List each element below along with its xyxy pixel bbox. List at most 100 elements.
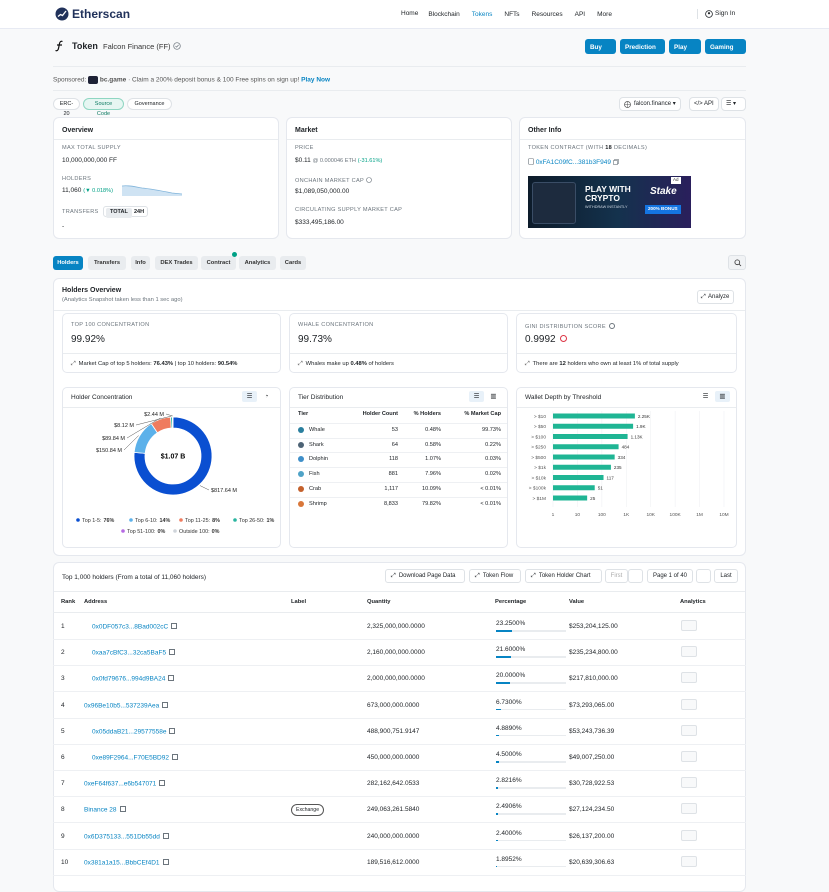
api-button[interactable]: </> API [689, 97, 719, 111]
toggle-option[interactable]: TOTAL [106, 208, 132, 218]
holders: 11,060 (▼ 0.018%) [62, 187, 113, 195]
analytics-button[interactable] [681, 855, 697, 867]
analytics-button[interactable] [681, 803, 697, 815]
pager-button[interactable]: Last [714, 569, 738, 583]
note-icon: ⤢ [298, 361, 303, 367]
tab[interactable]: Cards [280, 256, 306, 270]
tab[interactable]: Analytics [239, 256, 276, 270]
ad-banner[interactable]: PLAY WITH CRYPTO WITHDRAW INSTANTLY Stak… [528, 176, 691, 228]
tab[interactable]: Holders [53, 256, 83, 270]
tag[interactable]: Governance [127, 98, 172, 110]
pager-button[interactable] [696, 569, 711, 583]
cell: Fish [309, 471, 320, 478]
concentration-box: Holder Concentration ☰ ◔ $817.64 M $150.8… [62, 387, 281, 548]
address[interactable]: 0x381a1a15...BbbCEf4D1 [84, 858, 169, 866]
header-button[interactable]: Buy [585, 39, 616, 54]
analytics-button[interactable] [681, 646, 697, 658]
menu-item[interactable]: Blockchain [428, 11, 461, 19]
tag[interactable]: Source Code [83, 98, 124, 117]
bar [553, 454, 615, 460]
tab[interactable]: DEX Trades [155, 256, 198, 270]
address[interactable]: 0xaa7cBfC3...32ca5BaF5 [92, 649, 176, 657]
tab[interactable]: Info [131, 256, 150, 270]
bar [553, 444, 619, 450]
stat-number: 99.92% [71, 334, 105, 345]
y-tick-label: > $50 [534, 424, 546, 430]
toolbar-button[interactable]: ⤢ Download Page Data [385, 569, 465, 583]
toggle-option[interactable]: 24H [134, 209, 145, 215]
address[interactable]: 0xeF64f637...e6b547071 [84, 780, 166, 788]
pager-button[interactable]: First [605, 569, 628, 583]
tab[interactable]: Contract [201, 256, 236, 270]
tag[interactable]: ERC-20 [53, 98, 80, 117]
menu-label: Home [401, 10, 419, 17]
analytics-button[interactable] [681, 698, 697, 710]
button-icon: ⤢ [475, 573, 480, 579]
contract-address[interactable]: 0xFA1C09fC...381b3F949 [528, 158, 619, 167]
row-divider [53, 665, 746, 667]
analytics-button[interactable] [681, 751, 697, 762]
globe-icon [624, 101, 631, 108]
menu-item[interactable]: Resources [532, 11, 565, 19]
cell: Shrimp [309, 500, 327, 507]
cell: 10.09% [422, 485, 441, 492]
sponsor-link[interactable]: Play Now [301, 76, 331, 84]
menu-item[interactable]: Tokens [472, 11, 495, 19]
price: $0.11 [295, 157, 311, 164]
cell: < 0.01% [480, 485, 501, 492]
analytics-button[interactable] [681, 777, 697, 789]
note-text: 76.43% [153, 361, 174, 367]
bar [553, 464, 611, 470]
address[interactable]: 0x0DF057c3...8Bad002cC [92, 623, 178, 631]
logo-text[interactable]: Etherscan [72, 7, 131, 21]
x-tick-label: 10 [575, 512, 581, 518]
header-button[interactable]: Gaming [705, 39, 746, 54]
box-title: Holder Concentration [71, 394, 133, 401]
tab[interactable]: Transfers [88, 256, 126, 270]
analytics-button[interactable] [681, 620, 697, 631]
address[interactable]: 0x6D375133...551Db55dd [84, 832, 169, 840]
analytics-button[interactable] [681, 672, 697, 684]
search-button[interactable] [728, 255, 746, 270]
header-button[interactable]: Prediction [620, 39, 665, 54]
address[interactable]: 0x05ddaB21...29577558e [92, 727, 176, 735]
toggle: TOTAL 24H [103, 206, 148, 218]
percentage: 1.8952% [496, 855, 522, 863]
website-button[interactable]: falcon.finance ▾ [619, 97, 681, 111]
menu-item[interactable]: Home [401, 10, 419, 19]
analytics-button[interactable] [681, 829, 697, 841]
pager-button[interactable]: Page 1 of 40 [647, 569, 693, 583]
address[interactable]: 0xe89F2964...F70E5BD92 [92, 754, 178, 762]
box-title: Wallet Depth by Threshold [525, 394, 602, 401]
toolbar-button[interactable]: ⤢ Token Flow [469, 569, 521, 583]
stat-note: ⤢ Market Cap of top 5 holders: 76.43% | t… [71, 361, 237, 368]
row-divider [290, 496, 507, 498]
menu-item[interactable]: API [575, 11, 587, 19]
value-label: 25 [590, 496, 596, 501]
header-button[interactable]: Play [669, 39, 701, 54]
copy-icon[interactable] [612, 159, 619, 165]
contract-icon [528, 158, 534, 165]
view-toggle[interactable]: ◔ [264, 393, 269, 400]
address[interactable]: 0x96Be10b5...537239Aea [84, 701, 169, 709]
view-toggle[interactable]: ▥ [490, 393, 497, 400]
quantity: 189,516,612.0000 [367, 858, 420, 866]
pager-button[interactable] [628, 569, 643, 583]
menu-item[interactable]: More [597, 11, 614, 19]
address[interactable]: 0x0fd79676...994d9BA24 [92, 675, 175, 683]
address[interactable]: Binance 28 [84, 806, 126, 814]
analyze-button[interactable]: ⤢ Analyze [697, 290, 735, 304]
address-text: 0xe89F2964...F70E5BD92 [92, 754, 169, 762]
analytics-button[interactable] [681, 724, 697, 736]
sponsor-brand[interactable]: bc.game [99, 76, 127, 84]
view-toggle[interactable]: ☰ [702, 393, 709, 400]
view-toggle[interactable]: ☰ [242, 391, 257, 402]
view-toggle[interactable]: ▥ [715, 391, 730, 402]
cell: < 0.01% [480, 500, 501, 507]
sign-in[interactable]: Sign In [715, 10, 736, 17]
menu: Home Blockchain Tokens NFTs Resources API More [401, 10, 614, 19]
menu-item[interactable]: NFTs [504, 11, 521, 19]
more-button[interactable]: ☰ ▾ [721, 97, 746, 111]
view-toggle[interactable]: ☰ [469, 391, 484, 402]
toolbar-button[interactable]: ⤢ Token Holder Chart [525, 569, 602, 583]
